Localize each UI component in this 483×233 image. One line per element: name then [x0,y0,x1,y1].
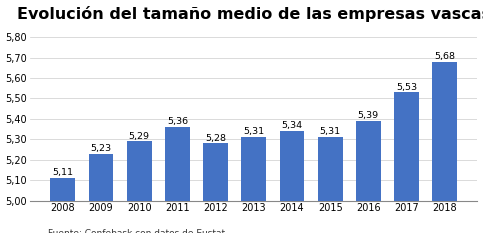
Bar [88,154,114,201]
Bar [356,121,381,201]
Text: 5,31: 5,31 [320,127,341,137]
Text: 5,39: 5,39 [358,111,379,120]
Text: Fuente: Confebask con datos de Eustat: Fuente: Confebask con datos de Eustat [48,229,226,233]
Bar [127,141,152,201]
Text: 5,11: 5,11 [52,168,73,177]
Text: 5,68: 5,68 [434,52,455,61]
Text: 5,28: 5,28 [205,134,226,143]
Bar [203,144,228,201]
Text: 5,31: 5,31 [243,127,264,137]
Bar [242,137,266,201]
Bar [165,127,190,201]
Text: 5,36: 5,36 [167,117,188,126]
Text: 5,29: 5,29 [128,132,150,140]
Bar [432,62,457,201]
Text: 5,23: 5,23 [90,144,112,153]
Bar [50,178,75,201]
Bar [280,131,304,201]
Bar [318,137,342,201]
Title: Evolución del tamaño medio de las empresas vascas: Evolución del tamaño medio de las empres… [17,6,483,22]
Text: 5,34: 5,34 [282,121,302,130]
Text: 5,53: 5,53 [396,82,417,92]
Bar [394,92,419,201]
